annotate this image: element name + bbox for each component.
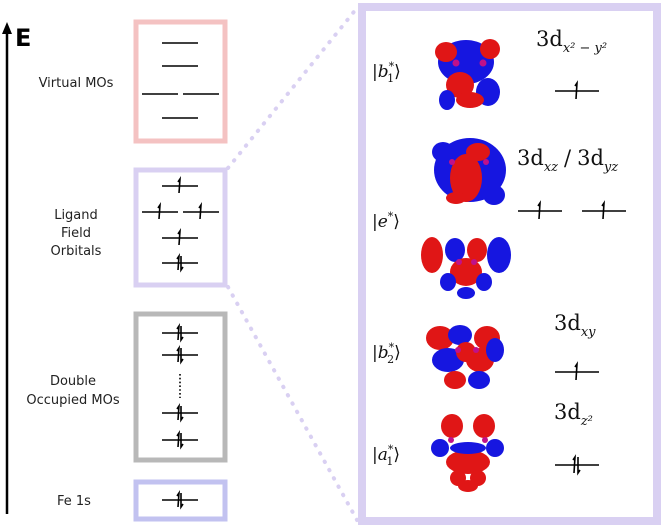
ket-a1: |a* 1⟩ (372, 443, 400, 468)
ligand-field-label-line3: Orbitals (51, 244, 102, 259)
level-b2 (555, 361, 599, 381)
energy-axis-arrowhead (2, 22, 12, 34)
zoom-connector-bottom (226, 285, 359, 522)
fe1s-box (133, 479, 228, 522)
orbital-b2-row: |b* 2⟩ 3dxy (372, 311, 599, 389)
level-b1 (555, 80, 599, 100)
orbital-lobes-a1 (431, 414, 504, 492)
ligand-field-label-line2: Field (61, 226, 91, 241)
virtual-mos-label: Virtual MOs (39, 76, 114, 91)
level-e (518, 200, 626, 220)
orbital-lobes-b2 (426, 325, 504, 389)
ligand-field-levels (142, 176, 219, 273)
level-a1 (555, 454, 599, 476)
orbital-e-row: |e*⟩ 3dxz/3dyz (372, 138, 626, 299)
ket-b1: |b* 1⟩ (372, 60, 401, 85)
double-occupied-box (133, 311, 228, 463)
double-occupied-label-line2: Occupied MOs (26, 393, 119, 408)
virtual-mos-levels (142, 42, 219, 119)
ket-e: |e*⟩ (372, 210, 400, 232)
ligand-field-box (133, 167, 228, 288)
orbital-lobes-b1 (435, 39, 500, 110)
ket-b2: |b* 2⟩ (372, 341, 401, 366)
virtual-mos-box (133, 19, 228, 144)
double-occupied-levels (162, 323, 198, 450)
d-orbital-label-b2: 3dxy (554, 311, 596, 340)
d-orbital-label-a1: 3dz² (554, 400, 593, 429)
fe1s-label: Fe 1s (57, 494, 91, 509)
d-orbital-label-b1: 3dx² − y² (536, 27, 607, 56)
orbital-lobes-e-upper (432, 138, 506, 205)
double-occupied-label-line1: Double (50, 374, 96, 389)
ligand-field-label-line1: Ligand (54, 208, 98, 223)
fe1s-level (162, 490, 198, 510)
orbital-panel (358, 3, 661, 525)
energy-axis-label: E (15, 24, 31, 52)
orbital-a1-row: |a* 1⟩ 3dz² (372, 400, 599, 492)
orbital-b1-row: |b* 1⟩ 3dx² − y² (372, 27, 607, 110)
zoom-connector-top (226, 6, 359, 170)
d-orbital-label-e: 3dxz/3dyz (517, 146, 618, 175)
orbital-lobes-e-lower (421, 237, 511, 299)
